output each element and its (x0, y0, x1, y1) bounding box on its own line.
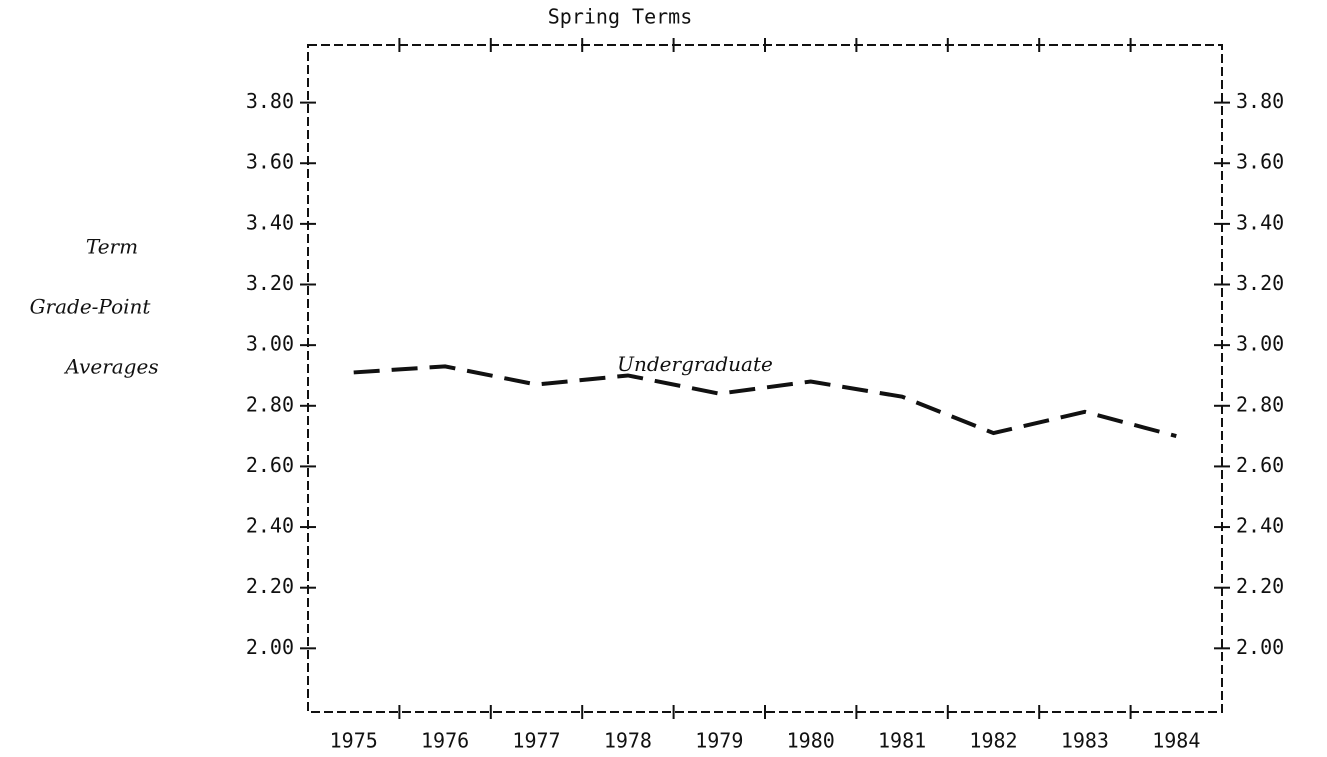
y2-tick-label: 3.80 (1236, 89, 1284, 113)
y-tick-label: 3.40 (246, 210, 294, 234)
y-tick-label: 3.20 (246, 271, 294, 295)
chart-title: Spring Terms (548, 5, 693, 29)
y-axis-label: Averages (63, 355, 158, 379)
y2-tick-label: 3.20 (1236, 271, 1284, 295)
x-tick-label: 1979 (695, 729, 743, 753)
x-tick-label: 1975 (330, 729, 378, 753)
plot-frame (307, 44, 1223, 713)
y-tick-label: 2.80 (246, 392, 294, 416)
y-tick-label: 3.60 (246, 150, 294, 174)
y-tick-label: 3.00 (246, 332, 294, 356)
x-tick-label: 1981 (878, 729, 926, 753)
x-tick-label: 1978 (604, 729, 652, 753)
y-tick-label: 3.80 (246, 89, 294, 113)
x-tick-label: 1984 (1152, 729, 1200, 753)
y-axis-label: Grade-Point (30, 295, 152, 319)
y-tick-label: 2.40 (246, 514, 294, 538)
y-tick-label: 2.60 (246, 453, 294, 477)
y-axis-label: Term (86, 235, 138, 259)
x-tick-label: 1980 (787, 729, 835, 753)
y-tick-label: 2.20 (246, 574, 294, 598)
x-tick-label: 1982 (969, 729, 1017, 753)
y2-tick-label: 3.60 (1236, 150, 1284, 174)
x-tick-label: 1977 (512, 729, 560, 753)
data-line (353, 364, 1177, 439)
y2-tick-label: 2.80 (1236, 392, 1284, 416)
y2-tick-label: 2.60 (1236, 453, 1284, 477)
series-label: Undergraduate (617, 352, 773, 376)
y2-tick-label: 2.20 (1236, 574, 1284, 598)
y2-tick-label: 2.40 (1236, 514, 1284, 538)
y2-tick-label: 3.00 (1236, 332, 1284, 356)
y-tick-label: 2.00 (246, 635, 294, 659)
y2-tick-label: 3.40 (1236, 210, 1284, 234)
x-tick-label: 1983 (1061, 729, 1109, 753)
y2-tick-label: 2.00 (1236, 635, 1284, 659)
x-tick-label: 1976 (421, 729, 469, 753)
